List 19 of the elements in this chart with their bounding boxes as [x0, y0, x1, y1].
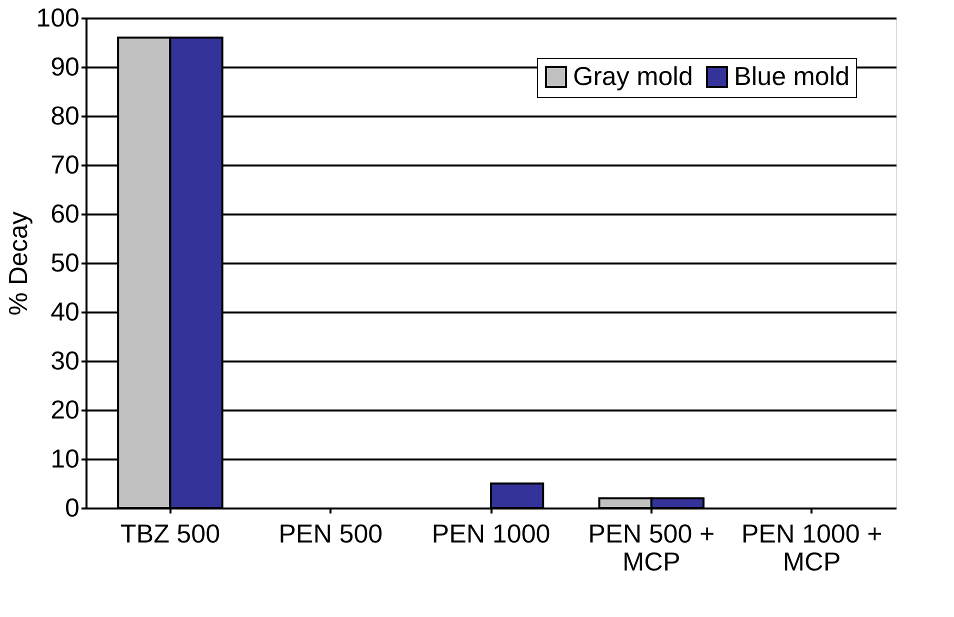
y-tick-label: 90 [50, 52, 80, 82]
y-tick-label: 10 [50, 444, 80, 474]
legend-label: Blue mold [734, 61, 850, 91]
y-tick-label: 20 [50, 394, 80, 424]
y-tick-label: 80 [50, 100, 80, 130]
y-tick-label: 40 [50, 296, 80, 326]
y-tick-label: 0 [65, 492, 80, 522]
y-tick-label: 30 [50, 346, 80, 376]
x-tick-label: TBZ 500 [120, 518, 220, 548]
y-tick-label: 50 [50, 248, 80, 278]
y-tick-label: 60 [50, 198, 80, 228]
legend-label: Gray mold [573, 61, 693, 91]
x-tick-label: PEN 500 [278, 518, 383, 548]
x-tick-label: PEN 1000 [432, 518, 550, 548]
y-axis-title: % Decay [3, 211, 34, 316]
y-tick-label: 100 [36, 2, 80, 32]
x-tick-label: PEN 500 + MCP [588, 518, 715, 576]
y-tick-label: 70 [50, 150, 80, 180]
x-tick-label: PEN 1000 + MCP [741, 518, 882, 576]
